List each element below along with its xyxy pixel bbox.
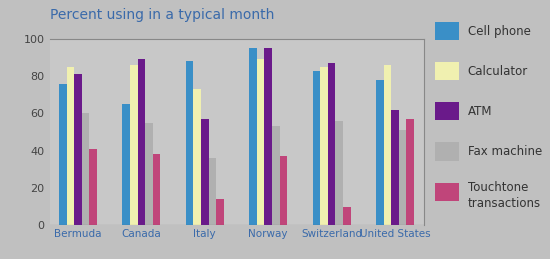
Bar xyxy=(208,158,216,225)
Bar xyxy=(130,65,138,225)
Text: ATM: ATM xyxy=(468,105,492,118)
Bar xyxy=(59,84,67,225)
Text: Fax machine: Fax machine xyxy=(468,145,542,158)
Bar xyxy=(257,59,265,225)
Bar xyxy=(186,61,194,225)
Text: Cell phone: Cell phone xyxy=(468,25,530,38)
Bar xyxy=(123,104,130,225)
Bar xyxy=(249,48,257,225)
Bar xyxy=(279,156,287,225)
Bar xyxy=(406,119,414,225)
Bar xyxy=(320,67,328,225)
Bar xyxy=(336,121,343,225)
Bar xyxy=(343,207,350,225)
Bar xyxy=(82,113,90,225)
Bar xyxy=(67,67,74,225)
Text: transactions: transactions xyxy=(468,197,541,210)
Bar xyxy=(391,110,399,225)
Text: Touchtone: Touchtone xyxy=(468,181,528,194)
Bar xyxy=(376,80,383,225)
Bar xyxy=(138,59,145,225)
Bar xyxy=(272,126,279,225)
Bar xyxy=(265,48,272,225)
Text: Percent using in a typical month: Percent using in a typical month xyxy=(50,8,274,22)
Bar xyxy=(201,119,208,225)
Bar xyxy=(145,123,153,225)
Bar xyxy=(216,199,224,225)
Bar xyxy=(74,74,82,225)
Bar xyxy=(312,70,320,225)
Text: Calculator: Calculator xyxy=(468,65,528,78)
Bar xyxy=(194,89,201,225)
Bar xyxy=(383,65,391,225)
Bar xyxy=(90,149,97,225)
Bar xyxy=(399,130,406,225)
Bar xyxy=(153,154,161,225)
Bar xyxy=(328,63,336,225)
